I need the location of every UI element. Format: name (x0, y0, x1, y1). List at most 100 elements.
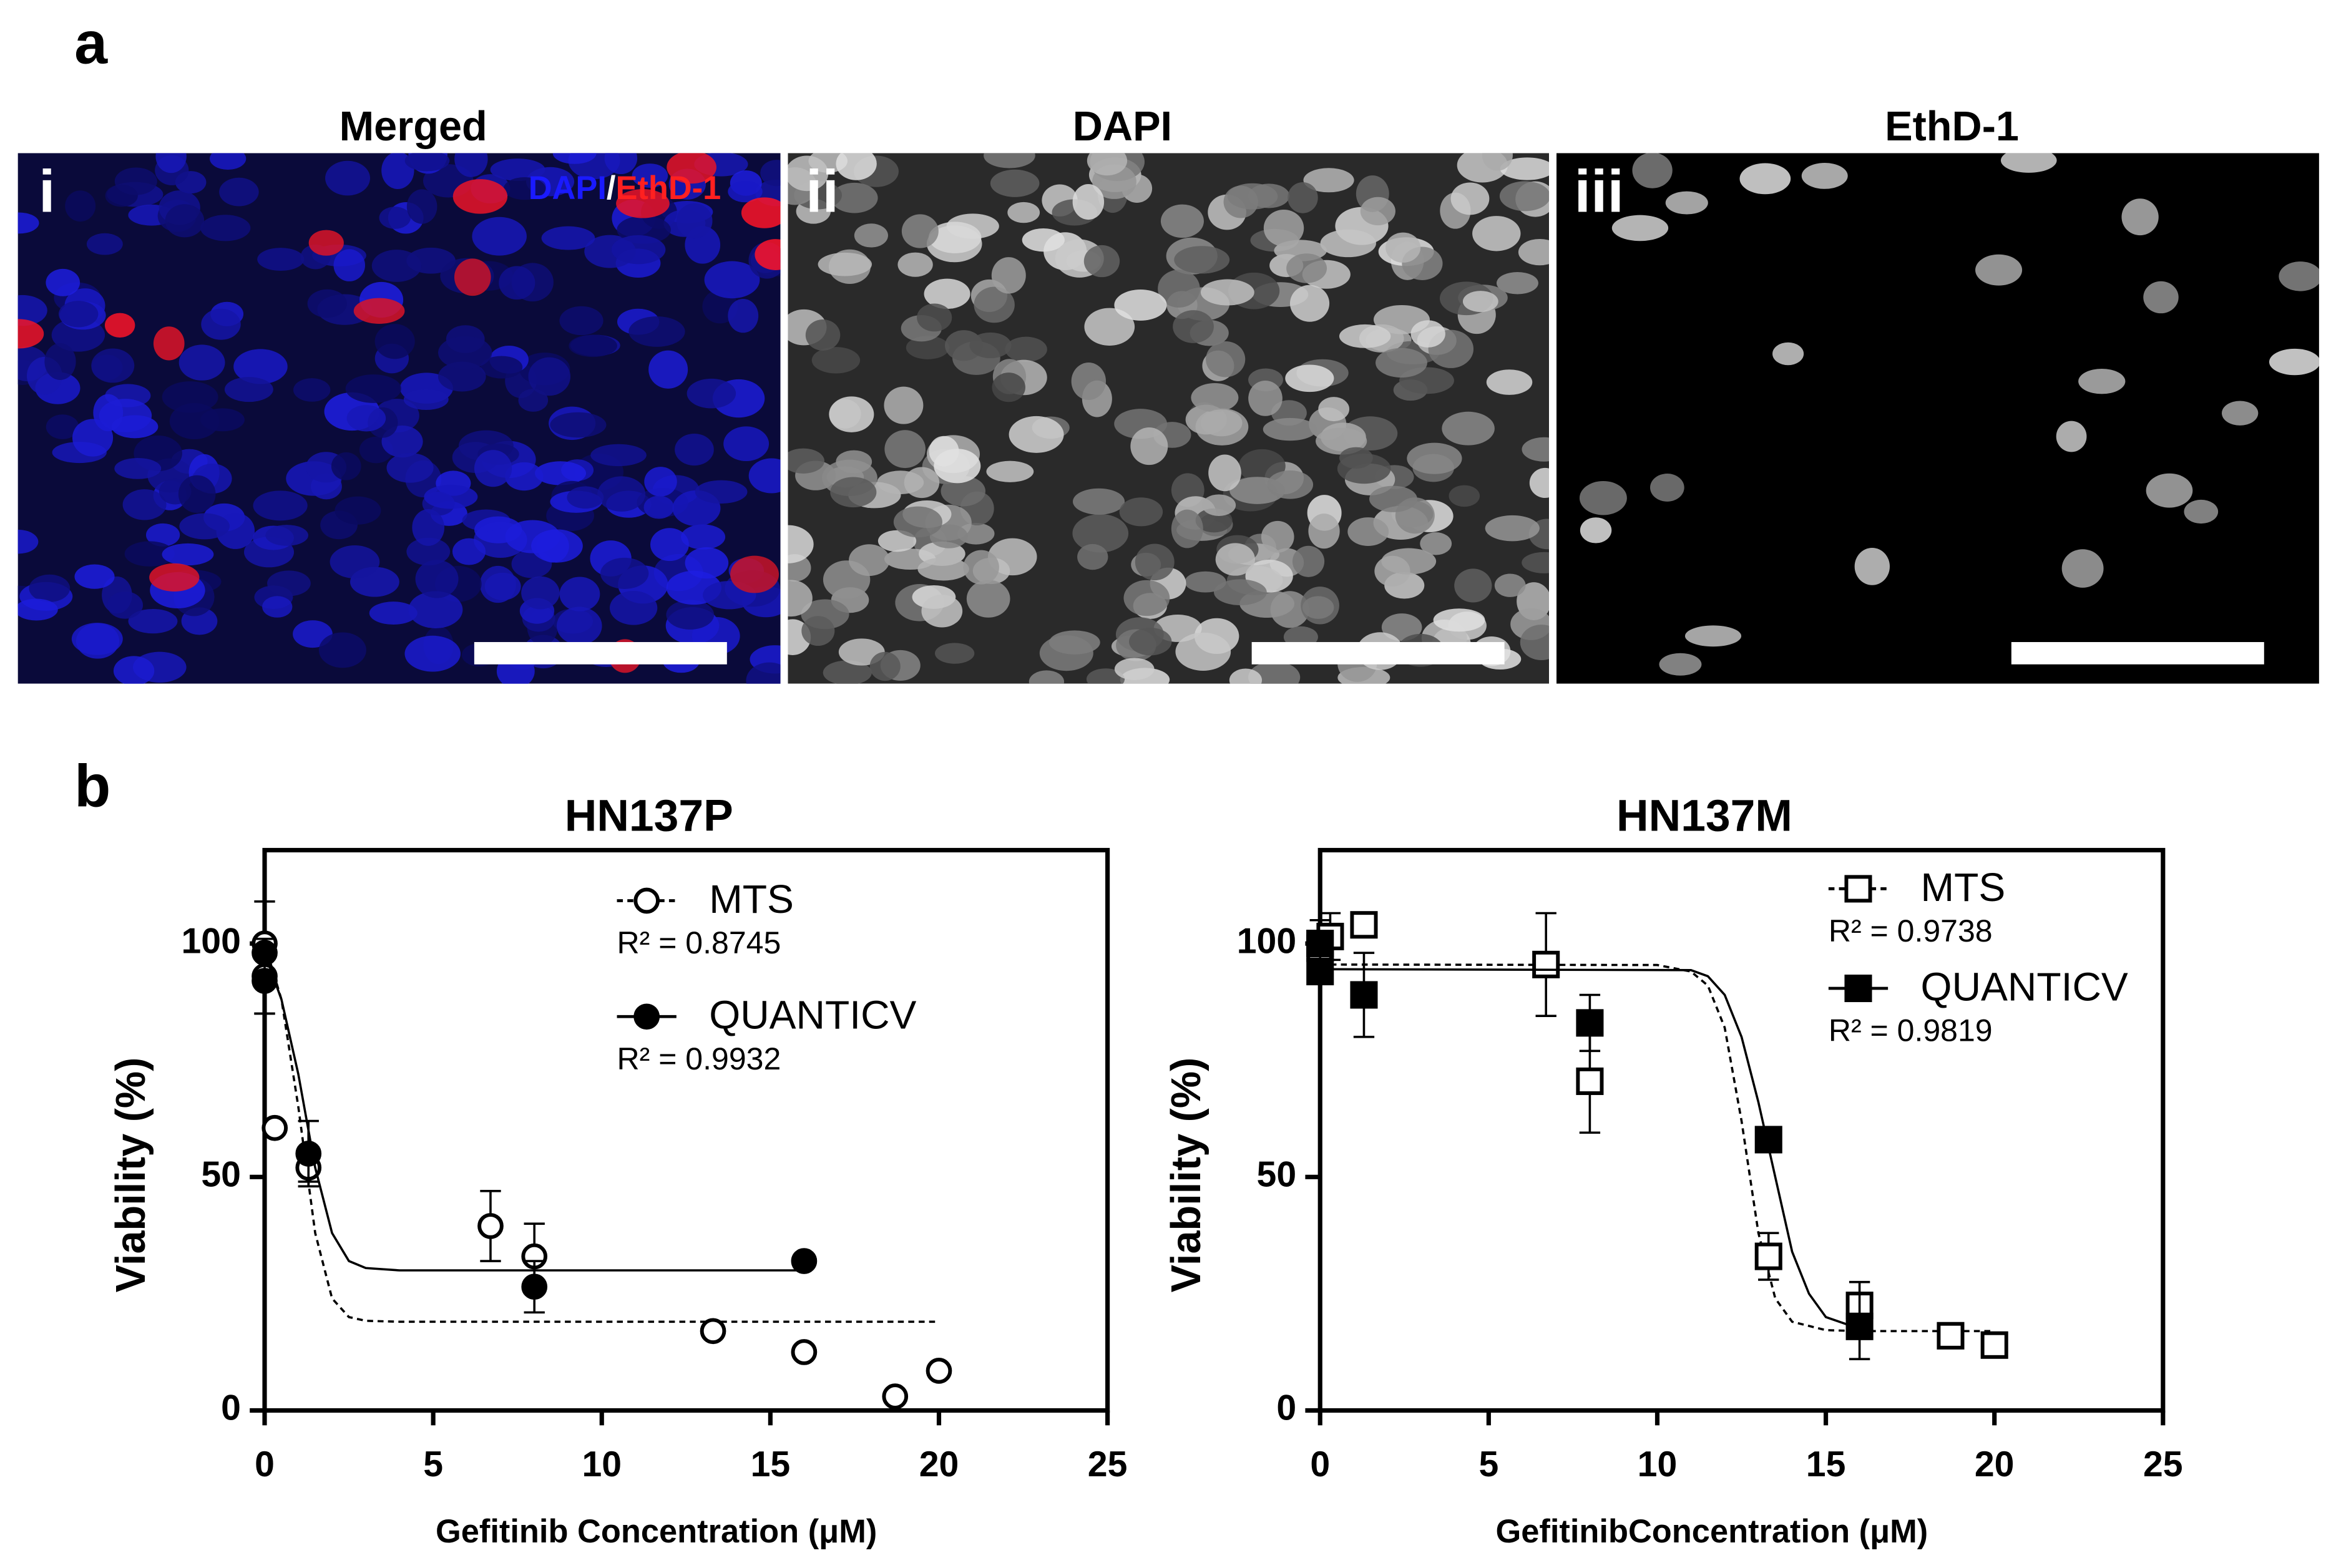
x-tick-label: 15 (1806, 1444, 1846, 1484)
data-point (1306, 930, 1334, 958)
cell (1318, 397, 1350, 422)
cell (1854, 547, 1890, 585)
cell (1659, 653, 1702, 676)
cell (1801, 163, 1848, 189)
cell (2121, 198, 2159, 236)
cell (966, 580, 1010, 618)
fit-curve (263, 952, 804, 1272)
cell (107, 591, 144, 619)
cell (1496, 271, 1538, 295)
cell (1086, 668, 1125, 684)
x-tick-label: 5 (423, 1444, 443, 1484)
cell (823, 660, 872, 684)
cell (590, 444, 647, 467)
cell (921, 595, 963, 628)
cell (1360, 197, 1395, 226)
cell (917, 557, 969, 581)
cell (325, 160, 371, 196)
cell (644, 467, 677, 497)
cell (1229, 668, 1263, 684)
cell (1261, 520, 1294, 553)
cell (379, 207, 411, 229)
cell (265, 525, 308, 546)
cell (521, 576, 560, 610)
cell (600, 557, 649, 589)
data-point (1576, 1009, 1604, 1037)
cell (667, 153, 717, 184)
y-tick-label: 50 (1257, 1154, 1297, 1194)
micrograph (788, 153, 1550, 684)
cell (438, 336, 492, 369)
micrograph (1556, 153, 2319, 684)
cell (1263, 417, 1317, 441)
cell (2056, 421, 2087, 452)
cell (153, 326, 185, 361)
cell (330, 545, 380, 579)
cell (550, 412, 607, 438)
cell (1632, 153, 1673, 188)
cell (72, 419, 114, 457)
data-point (791, 1248, 818, 1274)
legend-marker (633, 887, 660, 914)
cell (685, 547, 729, 579)
cell (200, 215, 251, 241)
legend-marker (633, 1003, 660, 1030)
cell (1158, 270, 1200, 308)
cell (531, 529, 583, 563)
cell (374, 324, 415, 359)
cell (1248, 183, 1290, 208)
cell (17, 529, 39, 554)
cell (991, 257, 1026, 294)
cell (648, 350, 688, 389)
cell (675, 433, 714, 466)
cell (267, 570, 311, 597)
cell (935, 643, 975, 664)
cell (201, 308, 241, 340)
cell (179, 513, 230, 540)
cell (829, 396, 874, 432)
cell (165, 204, 205, 238)
cell (210, 153, 247, 170)
cell (849, 544, 890, 577)
cell (917, 303, 952, 332)
data-point (926, 1358, 952, 1384)
cell (1214, 579, 1267, 605)
y-tick-label: 0 (221, 1388, 241, 1428)
data-point (1532, 950, 1560, 978)
cell (1518, 238, 1550, 266)
scale-bar (474, 642, 727, 665)
cell (1303, 168, 1354, 193)
cell (1580, 517, 1612, 543)
image-tag: i (39, 159, 55, 225)
cell (128, 608, 178, 634)
cell (974, 286, 1015, 323)
cell (104, 313, 135, 338)
cell (1486, 369, 1533, 395)
data-point (1754, 1126, 1782, 1154)
cell (404, 153, 450, 172)
cell (616, 189, 670, 218)
cell (2143, 281, 2179, 314)
cell (1072, 184, 1105, 220)
cell (788, 155, 829, 192)
cell (2222, 401, 2259, 426)
cell (924, 278, 970, 309)
cell (552, 153, 597, 164)
cell (1123, 580, 1170, 616)
cell (1160, 204, 1204, 238)
cell (609, 591, 658, 625)
cell (2078, 369, 2126, 394)
cell (1200, 409, 1243, 437)
cell (811, 347, 861, 374)
cell (1494, 573, 1526, 597)
cell (1449, 485, 1480, 507)
cell (2061, 549, 2104, 588)
cell (723, 426, 770, 461)
cell (1611, 215, 1669, 241)
data-point (1980, 1331, 2008, 1359)
cell (1208, 454, 1241, 492)
cell (1381, 548, 1437, 575)
data-point (1754, 1242, 1782, 1270)
legend-label: QUANTICV (1921, 964, 2128, 1009)
cell (1087, 153, 1128, 176)
